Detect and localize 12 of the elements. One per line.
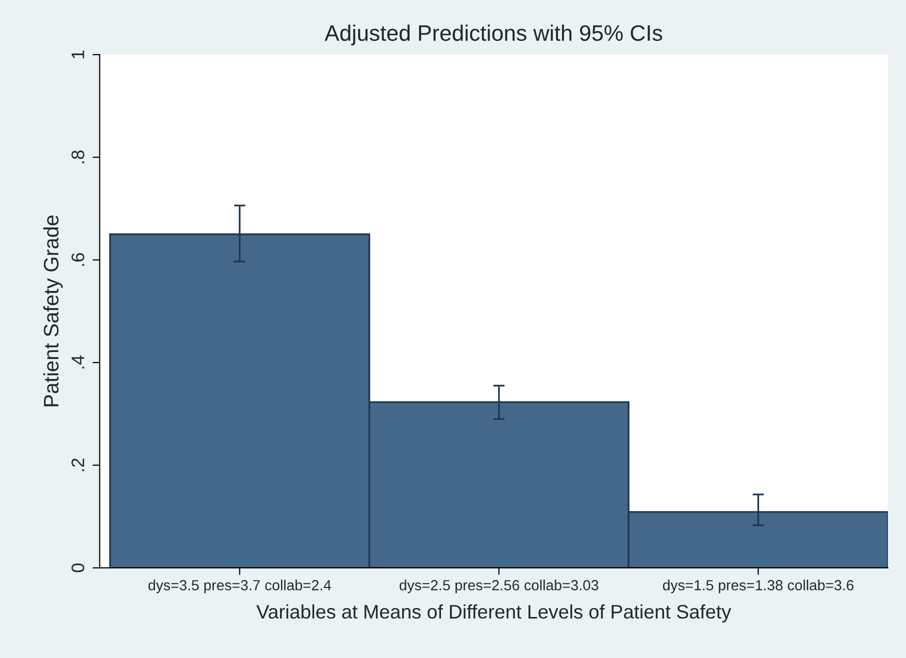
y-tick-label: 1 xyxy=(72,50,84,58)
x-tick-label: dys=2.5 pres=2.56 collab=3.03 xyxy=(400,580,598,594)
x-axis-title: Variables at Means of Different Levels of Patient Safety xyxy=(256,604,732,622)
y-tick-label: 0 xyxy=(72,564,84,572)
x-tick-label: dys=1.5 pres=1.38 collab=3.6 xyxy=(662,580,854,594)
y-tick-label: .8 xyxy=(72,150,84,164)
y-tick-label: .6 xyxy=(72,253,84,266)
y-tick-label: .2 xyxy=(72,458,84,472)
y-axis-title: Patient Safety Grade xyxy=(43,215,63,406)
y-tick-label: .4 xyxy=(72,356,84,368)
x-tick-label: dys=3.5 pres=3.7 collab=2.4 xyxy=(148,580,332,594)
chart-title: Adjusted Predictions with 95% CIs xyxy=(324,24,662,46)
